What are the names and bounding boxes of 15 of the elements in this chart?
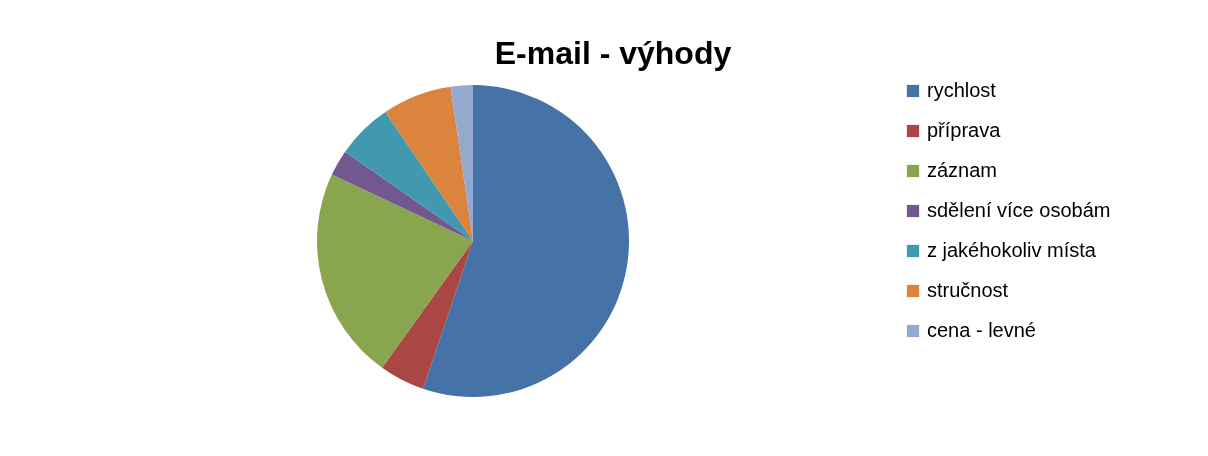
chart-title: E-mail - výhody [494,35,732,71]
legend-label: záznam [927,159,998,181]
legend-label: sdělení více osobám [927,199,1111,221]
pie-slice [317,174,473,368]
legend-label: příprava [927,119,1002,141]
pie-slice [385,86,473,241]
pie-slice [331,151,473,241]
pie-slice [382,241,473,389]
legend-label: cena - levné [927,319,1036,341]
pie-slice [450,85,473,241]
pie-slice [345,111,473,241]
legend-label: rychlost [927,79,997,101]
legend-label: stručnost [927,279,1009,301]
legend-label: z jakéhokoliv místa [927,239,1097,261]
pie-slice [422,85,629,397]
